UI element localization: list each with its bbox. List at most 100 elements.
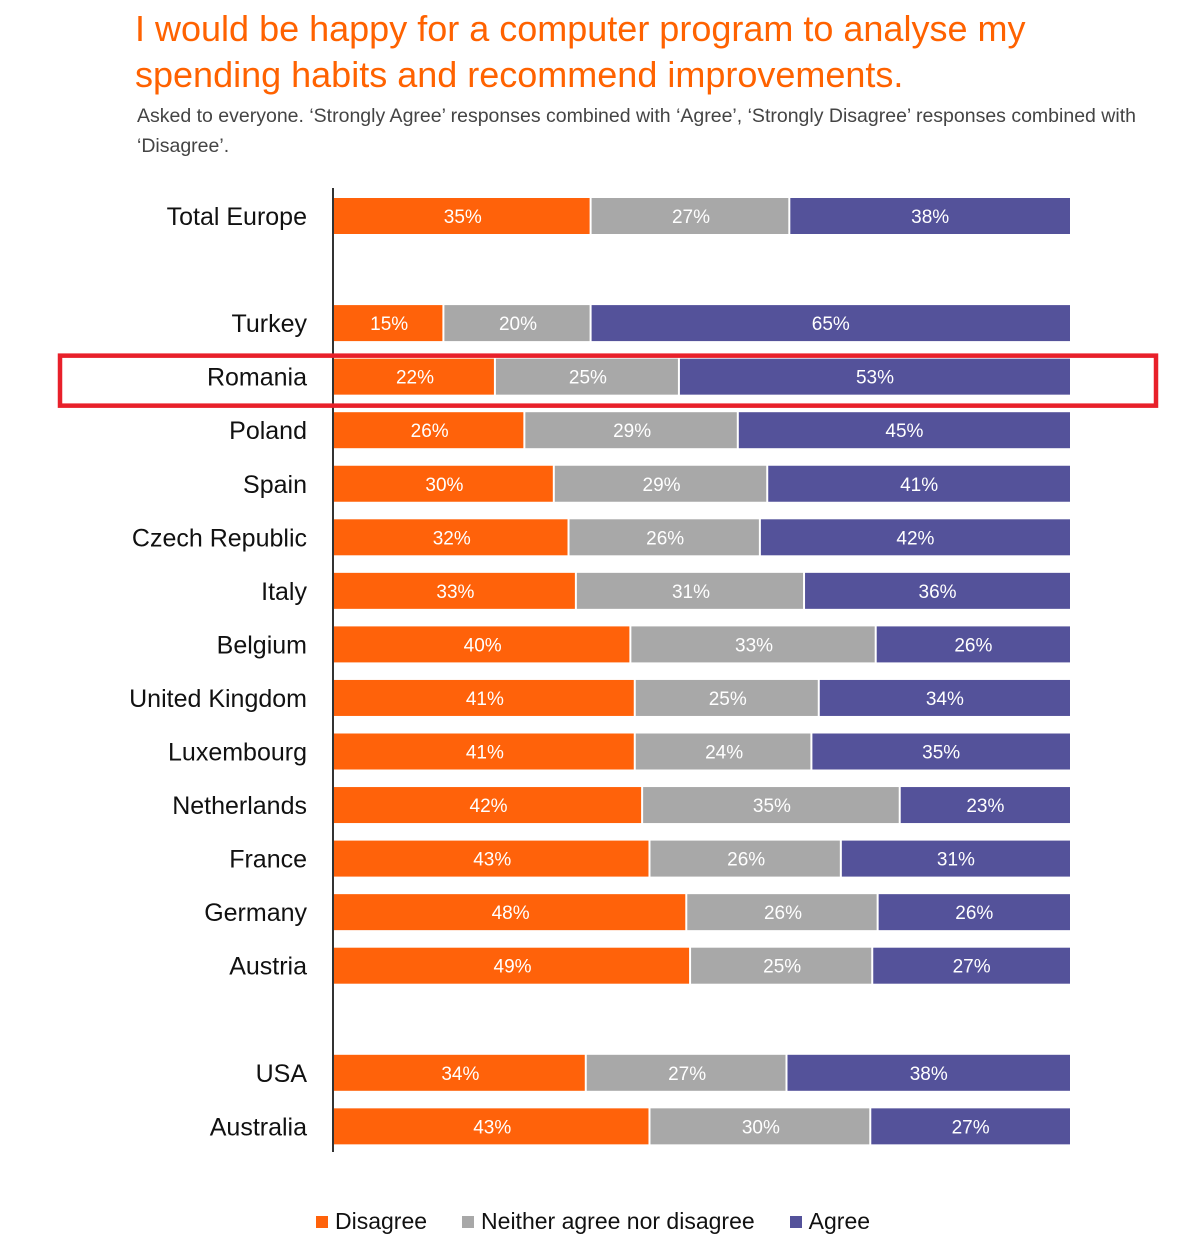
value-label-total-europe-disagree: 35% [444, 207, 482, 228]
legend-swatch-neither [462, 1215, 475, 1228]
bar-australia-agree [871, 1108, 1070, 1145]
category-label-poland: Poland [229, 417, 307, 445]
bar-united-kingdom-disagree [334, 679, 634, 716]
category-label-usa: USA [256, 1060, 308, 1088]
bar-belgium-agree [876, 626, 1070, 663]
category-label-romania: Romania [207, 364, 307, 392]
value-label-spain-disagree: 30% [425, 475, 463, 496]
value-label-austria-neither-agree-nor-disagree: 25% [763, 957, 801, 978]
value-label-germany-agree: 26% [955, 903, 993, 924]
bar-united-kingdom-agree [819, 679, 1070, 716]
value-label-poland-agree: 45% [885, 421, 923, 442]
bar-romania-neither-agree-nor-disagree [495, 358, 678, 395]
bar-luxembourg-neither-agree-nor-disagree [635, 733, 811, 770]
bar-total-europe-disagree [334, 198, 590, 234]
bar-romania-agree [679, 358, 1070, 395]
value-label-italy-neither-agree-nor-disagree: 31% [672, 582, 710, 603]
value-label-germany-disagree: 48% [492, 903, 530, 924]
bar-poland-neither-agree-nor-disagree [525, 412, 737, 449]
category-label-netherlands: Netherlands [172, 792, 307, 820]
value-label-luxembourg-neither-agree-nor-disagree: 24% [705, 743, 743, 764]
bar-netherlands-agree [900, 787, 1070, 824]
bar-austria-agree [873, 947, 1070, 984]
value-label-netherlands-agree: 23% [966, 796, 1004, 817]
category-label-czech-republic: Czech Republic [132, 524, 307, 552]
value-label-united-kingdom-disagree: 41% [466, 689, 504, 710]
value-label-austria-agree: 27% [953, 957, 991, 978]
value-label-spain-agree: 41% [900, 475, 938, 496]
legend-item-disagree: Disagree [316, 1208, 427, 1235]
legend-swatch-agree [789, 1215, 802, 1228]
value-label-luxembourg-agree: 35% [922, 743, 960, 764]
value-label-romania-neither-agree-nor-disagree: 25% [569, 368, 607, 389]
legend-item-agree: Agree [789, 1208, 870, 1235]
value-label-poland-neither-agree-nor-disagree: 29% [613, 421, 651, 442]
bar-usa-neither-agree-nor-disagree [586, 1054, 786, 1091]
highlight-box-romania [57, 353, 1159, 408]
bar-spain-disagree [334, 465, 553, 502]
bar-netherlands-disagree [334, 787, 642, 824]
bar-usa-disagree [334, 1054, 585, 1091]
bar-italy-agree [805, 572, 1070, 609]
bar-france-disagree [334, 840, 649, 877]
bar-united-kingdom-neither-agree-nor-disagree [635, 679, 818, 716]
bar-netherlands-neither-agree-nor-disagree [643, 787, 899, 824]
bar-belgium-neither-agree-nor-disagree [631, 626, 875, 663]
legend-item-neither: Neither agree nor disagree [462, 1208, 755, 1235]
bar-romania-disagree [334, 358, 494, 395]
value-label-total-europe-agree: 38% [911, 207, 949, 228]
bar-germany-neither-agree-nor-disagree [687, 894, 877, 931]
bar-germany-agree [878, 894, 1070, 931]
value-label-netherlands-disagree: 42% [470, 796, 508, 817]
value-label-spain-neither-agree-nor-disagree: 29% [643, 475, 681, 496]
bar-czech-republic-agree [760, 519, 1070, 556]
bar-spain-neither-agree-nor-disagree [554, 465, 767, 502]
value-label-italy-disagree: 33% [436, 582, 474, 603]
category-label-germany: Germany [204, 899, 307, 927]
value-label-poland-disagree: 26% [411, 421, 449, 442]
category-label-france: France [229, 846, 307, 874]
value-label-total-europe-neither-agree-nor-disagree: 27% [672, 207, 710, 228]
value-label-turkey-neither-agree-nor-disagree: 20% [499, 314, 537, 335]
value-label-australia-neither-agree-nor-disagree: 30% [742, 1117, 780, 1138]
value-label-romania-agree: 53% [856, 368, 894, 389]
category-label-luxembourg: Luxembourg [168, 739, 307, 767]
bar-italy-neither-agree-nor-disagree [576, 572, 804, 609]
value-label-netherlands-neither-agree-nor-disagree: 35% [753, 796, 791, 817]
legend-label-neither: Neither agree nor disagree [481, 1208, 755, 1234]
value-label-italy-agree: 36% [919, 582, 957, 603]
bar-total-europe-agree [790, 198, 1070, 234]
bar-turkey-agree [591, 305, 1070, 342]
value-label-united-kingdom-neither-agree-nor-disagree: 25% [709, 689, 747, 710]
value-label-austria-disagree: 49% [494, 957, 532, 978]
bar-turkey-disagree [334, 305, 443, 342]
value-label-belgium-neither-agree-nor-disagree: 33% [735, 635, 773, 656]
bar-australia-neither-agree-nor-disagree [650, 1108, 870, 1145]
category-label-italy: Italy [261, 578, 307, 606]
bar-italy-disagree [334, 572, 575, 609]
value-label-belgium-disagree: 40% [464, 635, 502, 656]
value-label-luxembourg-disagree: 41% [466, 743, 504, 764]
category-label-united-kingdom: United Kingdom [129, 685, 307, 713]
value-label-australia-agree: 27% [952, 1117, 990, 1138]
bar-turkey-neither-agree-nor-disagree [444, 305, 590, 342]
category-label-belgium: Belgium [217, 631, 307, 659]
legend-label-disagree: Disagree [335, 1208, 428, 1234]
value-label-czech-republic-disagree: 32% [433, 528, 471, 549]
value-label-usa-agree: 38% [910, 1064, 948, 1085]
bar-czech-republic-neither-agree-nor-disagree [569, 519, 759, 556]
bar-poland-agree [738, 412, 1070, 449]
value-label-france-agree: 31% [937, 850, 975, 871]
bars-layer: 35% 27% 38% 15% 20% 65% 22% 25% 53% 26% 29% 45% 30% 2… [334, 198, 1070, 1145]
category-label-spain: Spain [243, 471, 307, 499]
value-label-belgium-agree: 26% [954, 635, 992, 656]
value-label-romania-disagree: 22% [396, 368, 434, 389]
bar-usa-agree [787, 1054, 1070, 1091]
bar-spain-agree [768, 465, 1070, 502]
bar-belgium-disagree [334, 626, 630, 663]
value-label-usa-disagree: 34% [441, 1064, 479, 1085]
chart-subtitle: Asked to everyone. ‘Strongly Agree’ resp… [137, 105, 1136, 157]
bar-luxembourg-agree [812, 733, 1070, 770]
value-label-united-kingdom-agree: 34% [926, 689, 964, 710]
